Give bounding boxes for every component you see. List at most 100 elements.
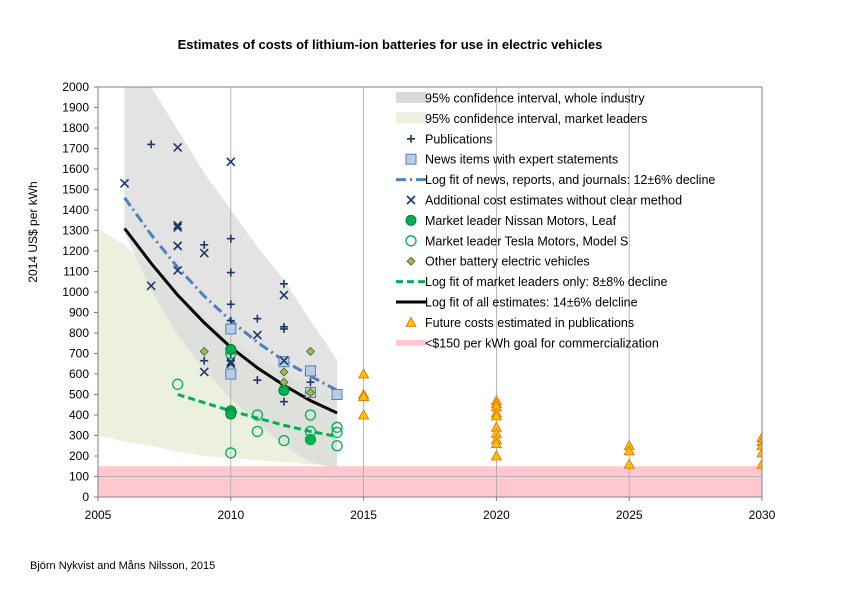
point-4-4 — [251, 425, 264, 438]
legend-label: Publications — [425, 132, 492, 146]
legend-marker — [405, 316, 417, 327]
point-0-4 — [226, 268, 235, 277]
y-tick-label-200: 200 — [69, 449, 89, 463]
series-5 — [199, 346, 316, 398]
y-tick-label-100: 100 — [69, 470, 89, 484]
point-6-19 — [756, 439, 762, 451]
point-6-15 — [623, 445, 635, 456]
point-6-8 — [490, 410, 503, 421]
y-tick-label-300: 300 — [69, 429, 89, 443]
point-2-13 — [279, 290, 289, 300]
point-3-3 — [278, 384, 290, 396]
point-3-0 — [225, 343, 237, 355]
point-4-8 — [304, 433, 317, 446]
legend-label: Additional cost estimates without clear … — [425, 194, 682, 208]
point-1-5 — [331, 389, 343, 400]
legend-item-fit_leaders: Log fit of market leaders only: 8±8% dec… — [396, 275, 667, 289]
y-tick-label-0: 0 — [82, 490, 89, 504]
point-4-10 — [331, 426, 343, 439]
y-tick-label-900: 900 — [69, 306, 89, 320]
point-4-1 — [225, 347, 237, 360]
y-tick-label-1200: 1200 — [62, 244, 89, 258]
point-0-10 — [279, 279, 288, 288]
point-5-4 — [305, 387, 316, 398]
legend-marker — [407, 134, 415, 143]
y-tick-label-1000: 1000 — [62, 285, 89, 299]
legend-label: Market leader Tesla Motors, Model S — [425, 234, 628, 248]
point-2-2 — [173, 142, 183, 153]
x-tick-label-2015: 2015 — [350, 508, 377, 522]
point-2-7 — [199, 248, 209, 258]
point-1-1 — [225, 368, 237, 380]
point-4-2 — [225, 447, 237, 459]
goal-band — [98, 466, 762, 497]
legend-item-fit_all: Log fit of all estimates: 14±6% delcline — [396, 296, 638, 310]
y-axis-label: 2014 US$ per kWh — [26, 181, 40, 282]
series-6 — [357, 368, 762, 469]
point-2-9 — [226, 157, 236, 167]
point-2-10 — [226, 357, 236, 367]
point-6-21 — [756, 458, 762, 469]
point-6-20 — [756, 447, 762, 458]
y-tick-label-1700: 1700 — [62, 142, 89, 156]
legend-item-future: Future costs estimated in publications — [405, 316, 634, 330]
point-5-1 — [279, 367, 289, 377]
point-2-1 — [146, 281, 156, 291]
y-tick-label-1400: 1400 — [62, 203, 89, 217]
y-tick-label-500: 500 — [69, 388, 89, 402]
y-tick-label-400: 400 — [69, 408, 89, 422]
legend-label: News items with expert statements — [425, 153, 618, 167]
point-0-16 — [306, 378, 315, 387]
fit-line-1 — [177, 393, 338, 438]
legend-item-other_bev: Other battery electric vehicles — [406, 255, 590, 269]
legend-item-nissan: Market leader Nissan Motors, Leaf — [405, 214, 617, 228]
credit-text: Björn Nykvist and Måns Nilsson, 2015 — [30, 560, 215, 572]
point-0-15 — [279, 397, 288, 406]
legend-label: Log fit of all estimates: 14±6% delcline — [425, 296, 638, 310]
legend-marker — [405, 214, 417, 226]
point-6-2 — [357, 390, 370, 401]
legend-label: Future costs estimated in publications — [425, 316, 634, 330]
legend-item-fit_news: Log fit of news, reports, and journals: … — [396, 173, 715, 187]
legend-item-band_industry: 95% confidence interval, whole industry — [396, 92, 645, 106]
y-tick-label-1600: 1600 — [62, 162, 89, 176]
legend-label: 95% confidence interval, whole industry — [425, 92, 645, 106]
legend-item-tesla: Market leader Tesla Motors, Model S — [405, 234, 628, 248]
point-4-5 — [278, 434, 290, 447]
point-6-16 — [623, 458, 635, 469]
point-6-3 — [357, 409, 370, 420]
point-6-0 — [357, 368, 370, 379]
y-tick-label-1100: 1100 — [63, 265, 89, 279]
point-4-7 — [304, 425, 317, 438]
legend-item-publications: Publications — [407, 132, 492, 146]
legend-marker — [405, 153, 417, 165]
point-2-11 — [226, 359, 236, 369]
x-tick-label-2020: 2020 — [483, 508, 510, 522]
legend-item-goal: <$150 per kWh goal for commercialization — [396, 336, 659, 350]
point-0-1 — [200, 240, 209, 249]
point-2-3 — [173, 220, 183, 230]
point-1-3 — [304, 365, 316, 377]
point-5-2 — [279, 377, 289, 387]
point-0-9 — [253, 376, 262, 385]
point-0-0 — [147, 140, 156, 149]
point-4-6 — [304, 409, 317, 421]
legend-swatch — [396, 339, 426, 346]
point-5-3 — [305, 346, 316, 357]
legend-label: Other battery electric vehicles — [425, 255, 590, 269]
legend-label: <$150 per kWh goal for commercialization — [425, 336, 659, 350]
x-tick-label-2025: 2025 — [616, 508, 643, 522]
point-2-8 — [199, 367, 209, 377]
y-tick-label-1500: 1500 — [62, 183, 89, 197]
point-0-3 — [226, 234, 235, 243]
y-tick-label-1300: 1300 — [62, 224, 89, 238]
legend-swatch — [396, 112, 426, 124]
x-tick-label-2030: 2030 — [749, 508, 776, 522]
legend-marker — [406, 256, 416, 266]
point-0-8 — [253, 314, 262, 323]
point-2-14 — [279, 356, 289, 366]
x-tick-label-2005: 2005 — [85, 508, 112, 522]
point-2-5 — [173, 241, 183, 251]
x-tick-label-2010: 2010 — [217, 508, 244, 522]
